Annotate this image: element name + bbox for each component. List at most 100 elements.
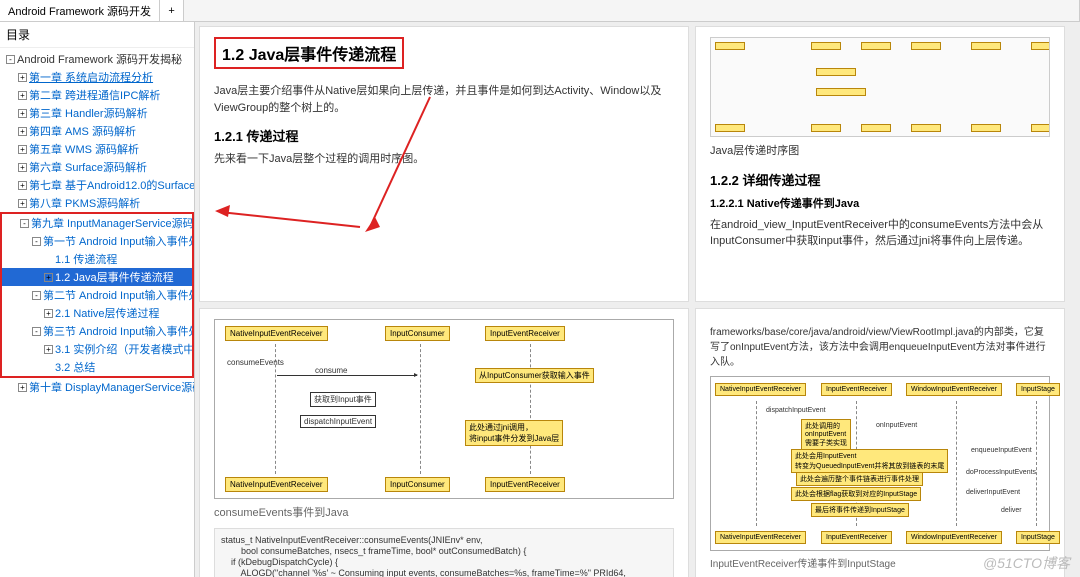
toc-item-5[interactable]: +第五章 WMS 源码解析: [0, 140, 194, 158]
toc-label: 1.1 传递流程: [55, 251, 117, 267]
expand-icon[interactable]: +: [44, 309, 53, 318]
toc-item-2[interactable]: +第二章 跨进程通信IPC解析: [0, 86, 194, 104]
expand-icon[interactable]: +: [44, 273, 53, 282]
toc-item-3[interactable]: +第三章 Handler源码解析: [0, 104, 194, 122]
toc-label: 2.1 Native层传递过程: [55, 305, 160, 321]
msg-dispatch: dispatchInputEvent: [300, 415, 376, 428]
collapse-icon[interactable]: -: [32, 327, 41, 336]
toc-item-14[interactable]: +2.1 Native层传递过程: [2, 304, 192, 322]
actor2-3: InputStage: [1016, 383, 1060, 396]
expand-icon[interactable]: +: [44, 345, 53, 354]
expand-icon[interactable]: +: [18, 109, 27, 118]
thumb-caption: Java层传递时序图: [710, 143, 1050, 160]
msg2-4: doProcessInputEvents: [966, 469, 1036, 476]
expand-icon[interactable]: +: [18, 181, 27, 190]
sidebar-title: 目录: [0, 22, 194, 48]
expand-icon[interactable]: +: [18, 91, 27, 100]
code-block[interactable]: status_t NativeInputEventReceiver::consu…: [214, 528, 674, 577]
para-seq-intro: 先来看一下Java层整个过程的调用时序图。: [214, 151, 674, 168]
sidebar: 目录 -Android Framework 源码开发揭秘+第一章 系统启动流程分…: [0, 22, 195, 577]
toc-label: 第一节 Android Input输入事件处理流程: [43, 233, 192, 249]
msg2-1: dispatchInputEvent: [766, 407, 826, 414]
toc-item-0[interactable]: -Android Framework 源码开发揭秘: [0, 50, 194, 68]
toc-label: 第九章 InputManagerService源码解析: [31, 215, 192, 231]
toc-item-7[interactable]: +第七章 基于Android12.0的SurfaceFlinger源: [0, 176, 194, 194]
actor2-1f: InputEventReceiver: [821, 531, 892, 544]
toc-item-4[interactable]: +第四章 AMS 源码解析: [0, 122, 194, 140]
collapse-icon[interactable]: -: [32, 237, 41, 246]
toc-label: 第十章 DisplayManagerService源码解析: [29, 379, 194, 395]
actor2-2f: WindowInputEventReceiver: [906, 531, 1002, 544]
note2-4: 此处会根据flag获取到对应的InputStage: [791, 487, 921, 501]
tab-new[interactable]: +: [160, 0, 184, 21]
actor-consumer-f: InputConsumer: [385, 477, 450, 492]
toc-label: 第一章 系统启动流程分析: [29, 69, 153, 85]
toc-item-13[interactable]: -第二节 Android Input输入事件处理流程: [2, 286, 192, 304]
actor2-0f: NativeInputEventReceiver: [715, 531, 806, 544]
toc-label: 第五章 WMS 源码解析: [29, 141, 139, 157]
actor2-1: InputEventReceiver: [821, 383, 892, 396]
toc-tree: -Android Framework 源码开发揭秘+第一章 系统启动流程分析+第…: [0, 48, 194, 400]
tab-bar: Android Framework 源码开发 +: [0, 0, 1080, 22]
toc-item-18[interactable]: +第十章 DisplayManagerService源码解析: [0, 378, 194, 396]
collapse-icon[interactable]: -: [20, 219, 29, 228]
collapse-icon[interactable]: -: [32, 291, 41, 300]
expand-icon[interactable]: +: [18, 127, 27, 136]
code-text: status_t NativeInputEventReceiver::consu…: [221, 535, 626, 577]
toc-item-9[interactable]: -第九章 InputManagerService源码解析: [2, 214, 192, 232]
actor-receiver: InputEventReceiver: [485, 326, 565, 341]
msg2-6: deliver: [1001, 507, 1022, 514]
toc-item-10[interactable]: -第一节 Android Input输入事件处理流程: [2, 232, 192, 250]
expand-icon[interactable]: +: [18, 145, 27, 154]
actor-receiver-f: InputEventReceiver: [485, 477, 565, 492]
note2-2: 此处会用InputEvent 转变为QueuedInputEvent并将其放到链…: [791, 449, 948, 473]
actor2-0: NativeInputEventReceiver: [715, 383, 806, 396]
seq-thumbnail: [710, 37, 1050, 137]
pane-1-2-2: Java层传递时序图 1.2.2 详细传递过程 1.2.2.1 Native传递…: [695, 26, 1065, 302]
msg2-2: onInputEvent: [876, 422, 917, 429]
note2-5: 最后将事件传递到InputStage: [811, 503, 909, 517]
heading-1-2: 1.2 Java层事件传递流程: [214, 37, 404, 69]
pane-consume-events: NativeInputEventReceiver InputConsumer I…: [199, 308, 689, 577]
toc-item-8[interactable]: +第八章 PKMS源码解析: [0, 194, 194, 212]
pane-input-stage: frameworks/base/core/java/android/view/V…: [695, 308, 1065, 577]
note-1: 从InputConsumer获取输入事件: [475, 368, 594, 383]
toc-item-16[interactable]: +3.1 实例介绍（开发者模式中的触摸划: [2, 340, 192, 358]
msg-consume-events: consumeEvents: [227, 358, 284, 367]
plus-icon: +: [168, 5, 174, 17]
actor2-2: WindowInputEventReceiver: [906, 383, 1002, 396]
note2-1: 此处调用的 onInputEvent 需要子类实现: [801, 419, 851, 450]
toc-item-12[interactable]: +1.2 Java层事件传递流程: [2, 268, 192, 286]
toc-label: 第七章 基于Android12.0的SurfaceFlinger源: [29, 177, 194, 193]
expand-icon[interactable]: +: [18, 199, 27, 208]
watermark: @51CTO博客: [983, 553, 1070, 573]
toc-item-19[interactable]: [0, 396, 194, 398]
expand-icon[interactable]: +: [18, 73, 27, 82]
actor-consumer: InputConsumer: [385, 326, 450, 341]
toc-item-15[interactable]: -第三节 Android Input输入事件处理流程: [2, 322, 192, 340]
toc-label: Android Framework 源码开发揭秘: [17, 51, 182, 67]
toc-label: 第八章 PKMS源码解析: [29, 195, 140, 211]
actor2-3f: InputStage: [1016, 531, 1060, 544]
msg-consume: consume: [315, 366, 347, 375]
para-intro: Java层主要介绍事件从Native层如果向上层传递，并且事件是如何到达Acti…: [214, 83, 674, 116]
toc-label: 第二章 跨进程通信IPC解析: [29, 87, 160, 103]
tab-label: Android Framework 源码开发: [8, 3, 151, 19]
toc-item-1[interactable]: +第一章 系统启动流程分析: [0, 68, 194, 86]
toc-item-11[interactable]: 1.1 传递流程: [2, 250, 192, 268]
toc-item-6[interactable]: +第六章 Surface源码解析: [0, 158, 194, 176]
expand-icon[interactable]: +: [18, 163, 27, 172]
para-native: 在android_view_InputEventReceiver中的consum…: [710, 217, 1050, 250]
expand-icon[interactable]: +: [18, 383, 27, 392]
toc-label: 第三章 Handler源码解析: [29, 105, 148, 121]
heading-1-2-2: 1.2.2 详细传递过程: [710, 170, 1050, 189]
toc-label: 第四章 AMS 源码解析: [29, 123, 136, 139]
toc-item-17[interactable]: 3.2 总结: [2, 358, 192, 376]
collapse-icon[interactable]: -: [6, 55, 15, 64]
note-2: 此处通过jni调用， 将input事件分发到Java层: [465, 420, 563, 446]
tab-doc[interactable]: Android Framework 源码开发: [0, 0, 160, 21]
content-area: 1.2 Java层事件传递流程 Java层主要介绍事件从Native层如果向上层…: [195, 22, 1080, 577]
seq-diagram-2: NativeInputEventReceiver InputEventRecei…: [710, 376, 1050, 551]
toc-label: 1.2 Java层事件传递流程: [55, 269, 174, 285]
note2-3: 此处会遍历整个事件链表进行事件处理: [796, 472, 923, 486]
